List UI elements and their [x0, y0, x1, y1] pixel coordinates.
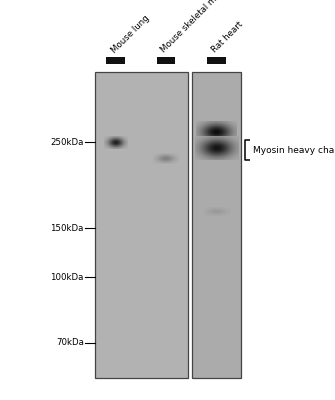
Text: Myosin heavy chain: Myosin heavy chain	[253, 146, 335, 154]
Bar	[192, 72, 241, 378]
Text: 70kDa: 70kDa	[56, 338, 84, 347]
Bar	[207, 57, 226, 64]
Text: 250kDa: 250kDa	[50, 138, 84, 147]
Bar	[106, 57, 125, 64]
Text: 150kDa: 150kDa	[50, 224, 84, 232]
Text: Rat heart: Rat heart	[210, 20, 245, 55]
Text: Mouse lung: Mouse lung	[109, 13, 151, 55]
Bar	[95, 72, 188, 378]
Text: 100kDa: 100kDa	[50, 272, 84, 282]
Bar	[156, 57, 175, 64]
Text: Mouse skeletal muscle: Mouse skeletal muscle	[159, 0, 235, 55]
